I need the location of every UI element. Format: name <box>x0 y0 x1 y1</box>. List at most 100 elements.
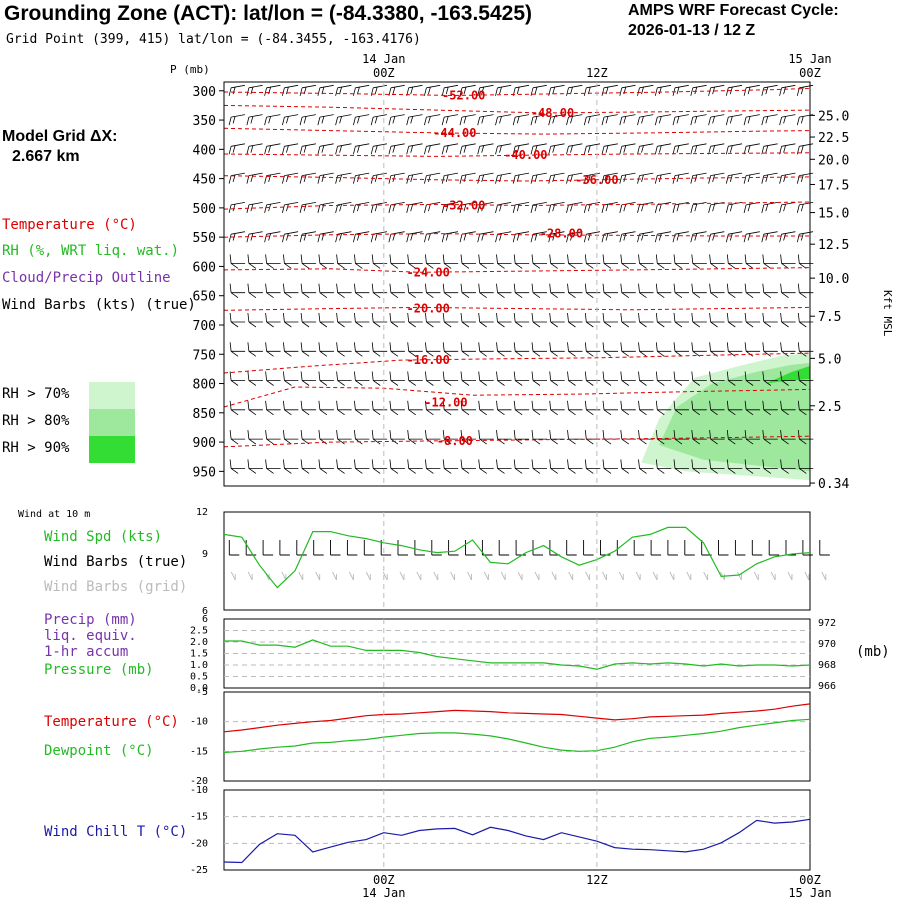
wind-10m-barb <box>262 540 274 556</box>
wind-barb <box>353 231 370 243</box>
wind-barb <box>265 371 281 386</box>
wind-barb <box>549 400 565 416</box>
wind-barb <box>797 459 814 474</box>
wind-barb <box>726 312 743 328</box>
wind-barb <box>336 342 352 357</box>
wind-barb <box>512 143 530 155</box>
wind-barb <box>407 342 423 357</box>
wind-barb <box>638 400 654 416</box>
grid-wind-barb <box>568 571 574 581</box>
wind-barb <box>335 114 352 126</box>
wind-barb <box>495 202 512 213</box>
wind-barb <box>655 400 672 416</box>
wind-barb <box>797 371 814 386</box>
windchill-frame <box>223 789 811 871</box>
wind-barb <box>478 312 494 328</box>
wind-barb <box>655 312 672 328</box>
wind-barb <box>513 342 530 357</box>
precip-tick-label: 1.0 <box>190 660 208 671</box>
wind-barb <box>299 143 316 155</box>
wind-barb <box>797 342 814 357</box>
wind-barb <box>318 342 334 357</box>
grid-wind-barb <box>247 571 253 581</box>
wind-barb <box>744 342 761 357</box>
wind-barb <box>336 254 352 269</box>
wind-barb <box>780 430 796 445</box>
grid-wind-barb <box>433 571 439 581</box>
rh90-swatch <box>89 436 135 463</box>
wind-barb <box>619 172 636 184</box>
wind-barb <box>567 254 583 269</box>
wind-barb <box>229 254 246 269</box>
wind-10m-barb <box>734 540 746 556</box>
wind-barb <box>513 312 530 328</box>
wind-barb <box>584 430 601 445</box>
wind-barb <box>796 172 814 184</box>
precip-liq-label: liq. equiv. <box>44 628 137 644</box>
wind-barb <box>336 283 352 299</box>
wind-barb <box>441 231 459 243</box>
height-tick-label: 22.5 <box>818 131 849 146</box>
wind10m-title: Wind at 10 m <box>18 509 91 520</box>
wind-10m-barb <box>616 540 628 556</box>
wind-barb <box>779 172 796 184</box>
wind-barb <box>459 231 476 243</box>
pressure-tick-label: 550 <box>193 231 216 246</box>
date-tick-top: 15 Jan <box>788 52 831 66</box>
wind-barb <box>371 371 388 386</box>
wind-barb <box>762 430 778 445</box>
wind-barb <box>725 231 743 243</box>
wind-barb <box>318 371 334 386</box>
wind-barb <box>407 459 423 474</box>
wind-10m-barb <box>751 540 763 556</box>
wind-barb <box>441 143 459 155</box>
wind-barb <box>779 84 796 96</box>
wind-barb <box>602 400 618 416</box>
wind-10m-barb <box>667 540 678 556</box>
wind-barb <box>283 371 299 386</box>
wind-barb <box>583 84 601 96</box>
wind-barb <box>566 143 583 155</box>
wind-barb <box>761 172 778 184</box>
wind-barb <box>282 114 299 126</box>
wind-barb <box>691 430 707 445</box>
wind-barb <box>602 342 618 357</box>
wind-barb <box>673 400 689 416</box>
wind-barb <box>300 430 317 445</box>
wind-barb <box>549 430 565 445</box>
windchill-tick-label: -10 <box>190 785 208 796</box>
time-tick-top: 12Z <box>586 66 608 80</box>
wind-barb <box>317 143 334 155</box>
wind-barb <box>709 283 725 299</box>
wind-barb <box>709 254 725 269</box>
wind-barb <box>388 172 405 184</box>
contour-label: -28.00 <box>540 227 583 241</box>
wind-barb <box>389 312 405 328</box>
pressure-line <box>224 639 811 670</box>
precip-label: Precip (mm) <box>44 612 137 628</box>
wind-10m-barb <box>650 540 662 556</box>
wind-barb <box>496 371 512 386</box>
wind-barb <box>496 312 512 328</box>
wind-barb <box>354 371 370 386</box>
grid-wind-barb <box>770 571 776 581</box>
wind-barb <box>637 84 654 96</box>
grid-wind-barb <box>669 571 675 581</box>
wind-barb <box>460 312 476 328</box>
wind-barb <box>531 254 547 269</box>
wind-barb <box>283 342 299 357</box>
wind-barb <box>388 202 405 213</box>
wind-barb <box>442 342 459 357</box>
wind-barb <box>246 202 263 213</box>
wind-barb <box>743 172 760 184</box>
wind-barb <box>424 114 441 126</box>
wind-barb <box>353 143 370 155</box>
wind-barb <box>548 114 565 126</box>
dewpoint-label: Dewpoint (°C) <box>44 743 154 759</box>
wind-barb <box>583 143 601 155</box>
wind-barb <box>672 231 689 243</box>
wind-barb <box>743 202 760 213</box>
wind-barb <box>708 231 725 243</box>
wind-barb <box>583 114 601 126</box>
wind-barb <box>246 84 263 96</box>
